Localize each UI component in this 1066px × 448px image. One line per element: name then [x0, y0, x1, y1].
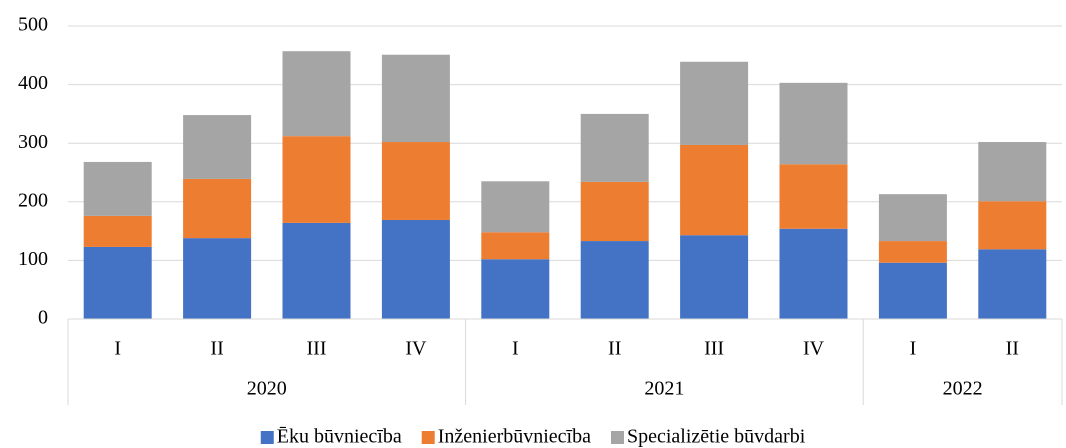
- bar-segment: [83, 246, 152, 319]
- bar-segment: [381, 219, 450, 319]
- x-tick-label: III: [307, 338, 327, 360]
- x-tick-label: II: [210, 338, 223, 360]
- legend-swatch: [421, 431, 435, 444]
- x-tick-label: I: [512, 338, 519, 360]
- bar-segment: [580, 181, 649, 242]
- group-label: 2020: [247, 378, 287, 400]
- bar-segment: [83, 215, 152, 247]
- bar-segment: [183, 178, 252, 239]
- bar-segment: [282, 136, 351, 223]
- group-label: 2021: [644, 378, 684, 400]
- y-tick-label: 0: [38, 307, 48, 329]
- bar-segment: [580, 113, 649, 182]
- bar-segment: [481, 181, 550, 233]
- legend-swatch: [610, 431, 624, 444]
- x-tick-label: IV: [405, 338, 427, 360]
- bar-segment: [282, 51, 351, 137]
- y-tick-label: 400: [18, 72, 48, 94]
- bar-segment: [381, 54, 450, 143]
- legend-label: Inženierbūvniecība: [438, 426, 591, 448]
- bar-segment: [481, 259, 550, 319]
- x-tick-label: I: [114, 338, 121, 360]
- y-tick-label: 300: [18, 131, 48, 153]
- x-tick-label: I: [910, 338, 917, 360]
- bar-segment: [878, 241, 947, 263]
- bar-segment: [779, 82, 848, 165]
- legend-label: Specializētie būvdarbi: [627, 426, 806, 448]
- bar-segment: [779, 228, 848, 319]
- x-tick-label: III: [704, 338, 724, 360]
- legend-swatch: [260, 431, 274, 444]
- legend-label: Ēku būvniecība: [277, 426, 402, 448]
- bar-segment: [878, 262, 947, 319]
- bar-segment: [978, 249, 1047, 319]
- bar-segment: [183, 238, 252, 319]
- bar-segment: [978, 201, 1047, 250]
- bar-segment: [680, 144, 749, 236]
- y-tick-label: 100: [18, 248, 48, 270]
- bar-segment: [481, 232, 550, 260]
- bar-segment: [779, 164, 848, 229]
- bar-segment: [580, 241, 649, 319]
- y-tick-label: 200: [18, 189, 48, 211]
- bar-segment: [282, 222, 351, 319]
- bar-segment: [680, 235, 749, 319]
- x-tick-label: II: [1006, 338, 1019, 360]
- bar-segment: [878, 194, 947, 242]
- bar-segment: [680, 61, 749, 145]
- bar-segment: [381, 142, 450, 220]
- bar-segment: [978, 142, 1047, 202]
- group-label: 2022: [943, 378, 983, 400]
- bar-segment: [183, 115, 252, 179]
- y-tick-label: 500: [18, 14, 48, 36]
- x-tick-label: II: [608, 338, 621, 360]
- bar-segment: [83, 161, 152, 216]
- x-tick-label: IV: [803, 338, 825, 360]
